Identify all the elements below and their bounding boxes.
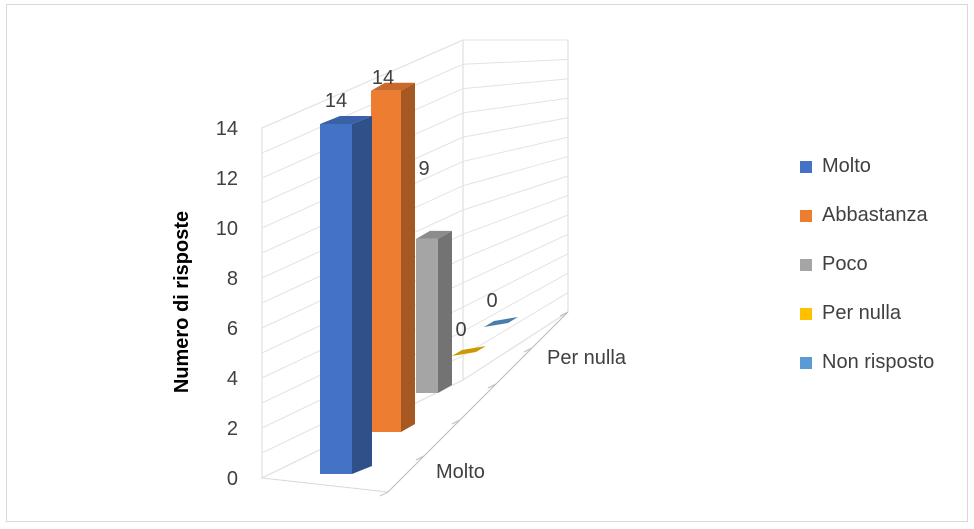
- back-wall: [462, 39, 569, 381]
- bar-side: [401, 82, 415, 432]
- y-tick-label: 0: [227, 468, 238, 490]
- bar-side: [438, 230, 452, 393]
- legend-swatch: [800, 161, 812, 173]
- y-tick-label: 12: [216, 168, 238, 190]
- y-tick-label: 14: [216, 118, 238, 140]
- data-labels: 00 9 14 14: [325, 67, 498, 341]
- legend-label: Abbastanza: [822, 204, 928, 226]
- bar-front: [416, 238, 438, 393]
- bar-poco: [416, 230, 452, 393]
- bar-top: [416, 230, 452, 239]
- legend-label: Non risposto: [822, 351, 935, 373]
- legend-label: Molto: [822, 155, 871, 177]
- category-axis-tick: [487, 383, 497, 389]
- data-label: 14: [372, 67, 394, 89]
- legend-swatch: [800, 259, 812, 271]
- legend-swatch: [800, 357, 812, 369]
- legend-swatch: [800, 308, 812, 320]
- legend-swatch: [800, 210, 812, 222]
- y-tick-label: 6: [227, 318, 238, 340]
- bar-per-nulla: [452, 346, 486, 356]
- y-tick-label: 2: [227, 418, 238, 440]
- category-label: Per nulla: [547, 347, 627, 369]
- bar-abbastanza: [371, 82, 415, 432]
- category-label: Molto: [436, 461, 485, 483]
- bar-side: [352, 116, 372, 474]
- bar-flat: [484, 317, 518, 327]
- y-axis-ticks: 0 2 4 6 8 10 12 14: [216, 118, 238, 490]
- category-axis-line: [387, 311, 569, 493]
- category-axis-tick: [451, 419, 461, 425]
- y-tick-label: 8: [227, 268, 238, 290]
- data-label: 0: [486, 290, 497, 312]
- gridline: [261, 39, 568, 129]
- bar-top: [320, 116, 372, 124]
- category-axis-tick: [379, 491, 389, 497]
- legend-label: Per nulla: [822, 302, 901, 324]
- bar-non-risposto: [484, 317, 518, 327]
- bars: [320, 82, 518, 474]
- data-label: 14: [325, 90, 347, 112]
- bar-top: [371, 82, 415, 91]
- y-axis-title: Numero di risposte: [171, 211, 193, 393]
- legend-label: Poco: [822, 253, 868, 275]
- data-label: 0: [455, 319, 466, 341]
- category-axis: Molto Per nulla: [379, 311, 627, 497]
- category-axis-tick: [559, 311, 569, 317]
- category-axis-tick: [523, 347, 533, 353]
- bar-molto: [320, 116, 372, 474]
- y-tick-label: 10: [216, 218, 238, 240]
- y-tick-label: 4: [227, 368, 238, 390]
- bar-flat: [452, 346, 486, 356]
- bar-front: [371, 90, 401, 432]
- category-axis-tick: [415, 455, 425, 461]
- bar-front: [320, 124, 352, 474]
- data-label: 9: [418, 158, 429, 180]
